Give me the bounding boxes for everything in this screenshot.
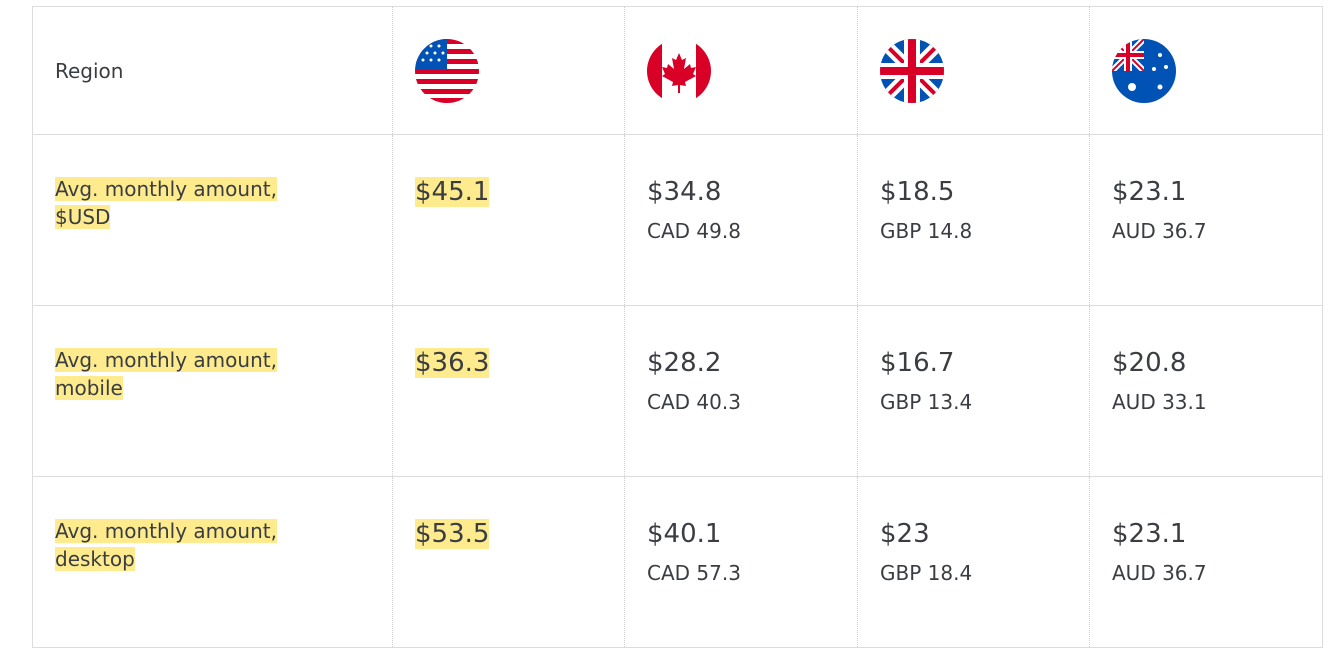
flag-cell	[624, 6, 858, 135]
local-value: CAD 49.8	[647, 219, 741, 243]
us-cell: $53.5	[392, 476, 625, 648]
label-cell: Avg. monthly amount, $USD	[32, 134, 393, 306]
local-value: GBP 13.4	[880, 390, 973, 414]
header-label: Region	[55, 58, 124, 83]
header-cell: Region	[32, 6, 393, 135]
value-cell: $34.8 CAD 49.8	[624, 134, 858, 306]
header-row: Region	[32, 6, 1323, 135]
us-flag	[415, 38, 479, 103]
us-cell: $36.3	[392, 305, 625, 477]
label-cell: Avg. monthly amount, mobile	[32, 305, 393, 477]
local-value: AUD 36.7	[1112, 219, 1207, 243]
value-cell: $23.1 AUD 36.7	[1089, 134, 1323, 306]
value-cell: $40.1 CAD 57.3	[624, 476, 858, 648]
value-cell: $28.2 CAD 40.3	[624, 305, 858, 477]
comparison-table: Region Avg. monthly amount, $USD $45.1 $34…	[32, 6, 1323, 648]
usd-value: $20.8	[1112, 348, 1187, 378]
australia-flag	[1112, 38, 1176, 103]
usd-value: $23	[880, 519, 930, 549]
local-value: GBP 18.4	[880, 561, 973, 585]
usd-value: $18.5	[880, 177, 955, 207]
us-value: $45.1	[415, 177, 490, 207]
row-label: Avg. monthly amount, $USD	[55, 177, 277, 229]
value-cell: $23 GBP 18.4	[857, 476, 1090, 648]
uk-flag	[880, 38, 944, 103]
usd-value: $16.7	[880, 348, 955, 378]
local-value: GBP 14.8	[880, 219, 973, 243]
label-wrap: Avg. monthly amount, desktop	[55, 517, 335, 573]
local-value: AUD 36.7	[1112, 561, 1207, 585]
us-value: $53.5	[415, 519, 490, 549]
value-cell: $18.5 GBP 14.8	[857, 134, 1090, 306]
label-cell: Avg. monthly amount, desktop	[32, 476, 393, 648]
usd-value: $23.1	[1112, 177, 1187, 207]
value-cell: $20.8 AUD 33.1	[1089, 305, 1323, 477]
usd-value: $34.8	[647, 177, 722, 207]
canada-flag	[647, 38, 711, 103]
us-value: $36.3	[415, 348, 490, 378]
value-cell: $16.7 GBP 13.4	[857, 305, 1090, 477]
label-wrap: Avg. monthly amount, mobile	[55, 346, 335, 402]
row-label: Avg. monthly amount, mobile	[55, 348, 277, 400]
local-value: CAD 57.3	[647, 561, 741, 585]
data-row: Avg. monthly amount, $USD $45.1 $34.8 CAD 4…	[32, 134, 1323, 306]
value-cell: $23.1 AUD 36.7	[1089, 476, 1323, 648]
row-label: Avg. monthly amount, desktop	[55, 519, 277, 571]
flag-cell	[1089, 6, 1323, 135]
local-value: CAD 40.3	[647, 390, 741, 414]
data-row: Avg. monthly amount, mobile $36.3 $28.2 CAD…	[32, 305, 1323, 477]
data-row: Avg. monthly amount, desktop $53.5 $40.1 CA…	[32, 476, 1323, 648]
local-value: AUD 33.1	[1112, 390, 1207, 414]
usd-value: $40.1	[647, 519, 722, 549]
label-wrap: Avg. monthly amount, $USD	[55, 175, 335, 231]
usd-value: $28.2	[647, 348, 722, 378]
us-cell: $45.1	[392, 134, 625, 306]
flag-cell	[857, 6, 1090, 135]
flag-cell	[392, 6, 625, 135]
usd-value: $23.1	[1112, 519, 1187, 549]
